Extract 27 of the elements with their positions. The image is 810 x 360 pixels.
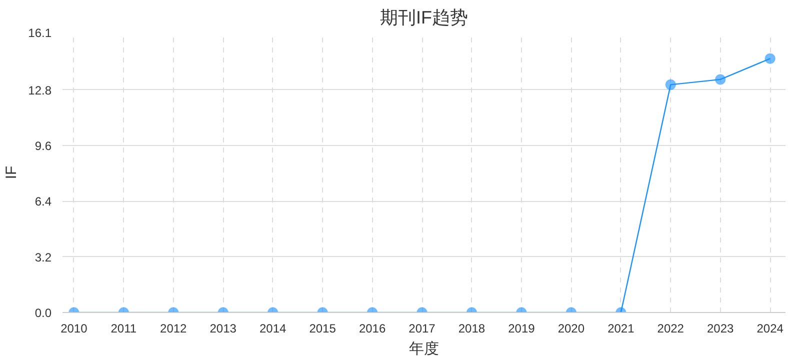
x-tick-label: 2011 (110, 322, 137, 336)
x-tick-label: 2024 (756, 322, 784, 336)
x-tick-label: 2020 (558, 322, 585, 336)
x-axis-title: 年度 (409, 340, 439, 358)
x-tick-label: 2013 (210, 322, 237, 336)
y-tick-label: 3.2 (34, 250, 52, 264)
point (665, 79, 676, 90)
x-tick-label: 2018 (458, 322, 486, 336)
x-tick-label: 2012 (160, 322, 188, 336)
x-tick-label: 2014 (259, 322, 287, 336)
x-tick-label: 2010 (60, 322, 88, 336)
x-tick-label: 2021 (608, 322, 635, 336)
x-tick-label: 2023 (707, 322, 734, 336)
x-tick-label: 2016 (358, 322, 386, 336)
point (764, 53, 776, 64)
point (714, 74, 726, 85)
x-tick-label: 2015 (309, 322, 336, 336)
y-tick-label: 9.6 (34, 139, 52, 154)
chart-title: 期刊IF趋势 (380, 8, 468, 28)
x-tick-label: 2022 (657, 322, 684, 336)
y-tick-label: 12.8 (28, 83, 52, 98)
y-axis-title: IF (3, 166, 20, 180)
x-tick-label: 2017 (408, 322, 436, 336)
y-tick-label: 6.4 (34, 194, 52, 209)
y-tick-label: 16.1 (28, 26, 52, 40)
x-tick-label: 2019 (508, 322, 536, 336)
y-tick-label: 0.0 (34, 306, 52, 320)
